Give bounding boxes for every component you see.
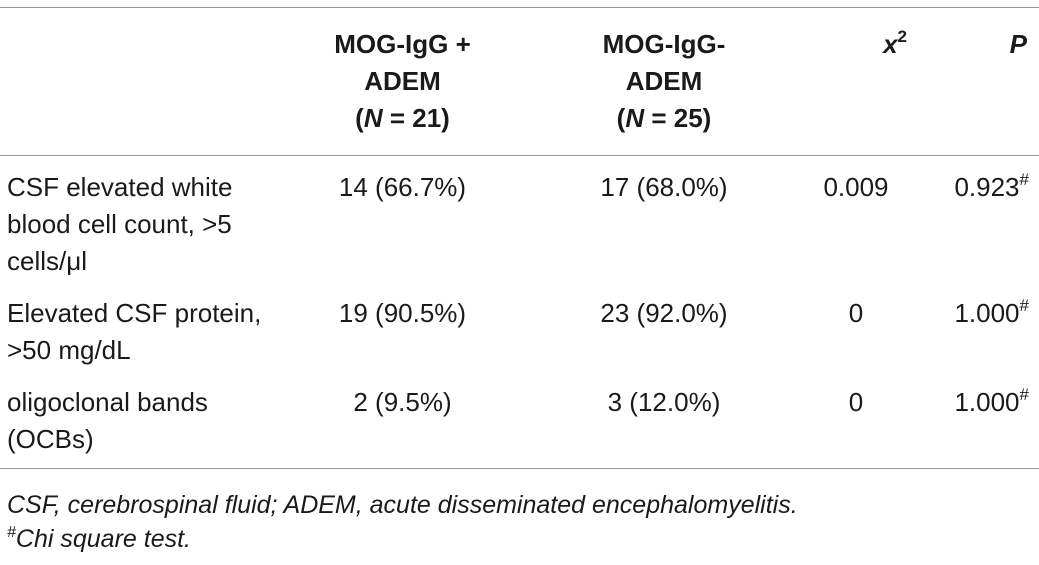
cell-positive: 2 (9.5%) — [353, 387, 452, 417]
header-chi-square: x2 — [883, 27, 907, 59]
cell-p-value: 1.000# — [954, 296, 1029, 328]
results-table: MOG-IgG + ADEM (N = 21) MOG-IgG- ADEM (N… — [0, 7, 1039, 469]
table-row: oligoclonal bands (OCBs) 2 (9.5%) 3 (12.… — [0, 371, 1039, 469]
cell-chi-square: 0 — [848, 387, 864, 417]
header-mog-igg-positive: MOG-IgG + ADEM (N = 21) — [334, 29, 471, 133]
cell-p-value: 0.923# — [954, 170, 1029, 202]
cell-positive: 19 (90.5%) — [338, 298, 467, 328]
footnote-abbreviations: CSF, cerebrospinal fluid; ADEM, acute di… — [7, 491, 798, 519]
header-label-column — [0, 8, 270, 156]
cell-chi-square: 0 — [848, 298, 864, 328]
cell-negative: 3 (12.0%) — [607, 387, 721, 417]
cell-negative: 17 (68.0%) — [600, 172, 728, 202]
table-row: CSF elevated white blood cell count, >5 … — [0, 156, 1039, 283]
row-label: oligoclonal bands (OCBs) — [7, 387, 208, 454]
cell-chi-square: 0.009 — [823, 172, 889, 202]
row-label: Elevated CSF protein, >50 mg/dL — [7, 298, 262, 365]
footnote-test: #Chi square test. — [7, 524, 191, 554]
cell-p-value: 1.000# — [954, 385, 1029, 417]
header-row: MOG-IgG + ADEM (N = 21) MOG-IgG- ADEM (N… — [0, 7, 1039, 156]
table-footnotes: CSF, cerebrospinal fluid; ADEM, acute di… — [7, 488, 798, 556]
row-label: CSF elevated white blood cell count, >5 … — [7, 172, 233, 276]
cell-positive: 14 (66.7%) — [338, 172, 467, 202]
table-row: Elevated CSF protein, >50 mg/dL 19 (90.5… — [0, 282, 1039, 371]
header-mog-igg-negative: MOG-IgG- ADEM (N = 25) — [602, 29, 726, 133]
header-p-value: P — [1009, 29, 1027, 59]
cell-negative: 23 (92.0%) — [600, 298, 728, 328]
